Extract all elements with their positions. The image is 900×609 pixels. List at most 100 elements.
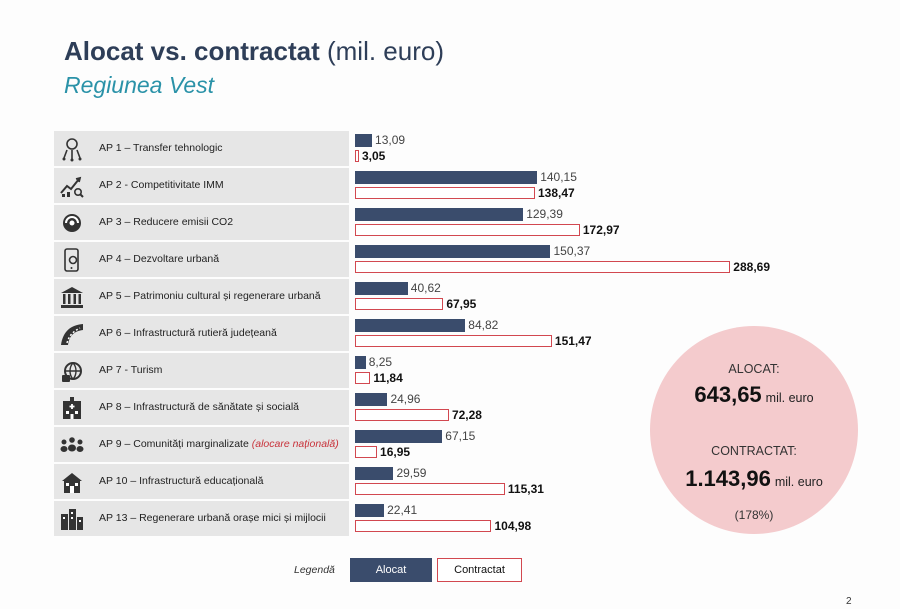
value-label-contracted: 172,97 <box>582 223 620 237</box>
hospital-icon <box>58 394 86 421</box>
legend-contracted: Contractat <box>437 558 522 582</box>
allocated-value: 643,65 <box>694 382 762 407</box>
category-row: AP 4 – Dezvoltare urbană <box>54 242 349 277</box>
category-text: AP 10 – Infrastructură educațională <box>99 475 264 487</box>
category-label: AP 2 - Competitivitate IMM <box>99 168 224 203</box>
title-text: Alocat vs. contractat <box>64 36 320 66</box>
bar-allocated <box>355 504 385 517</box>
category-label: AP 6 – Infrastructură rutieră județeană <box>99 316 277 351</box>
category-text: AP 1 – Transfer tehnologic <box>99 142 223 154</box>
value-label-allocated: 22,41 <box>387 503 418 517</box>
category-label: AP 3 – Reducere emisii CO2 <box>99 205 233 240</box>
chart-title: Alocat vs. contractat (mil. euro) <box>64 36 444 67</box>
bar-allocated <box>355 245 551 258</box>
urban-town-icon <box>58 505 86 532</box>
value-label-allocated: 24,96 <box>390 392 421 406</box>
bar-contracted <box>355 409 449 421</box>
category-label: AP 7 - Turism <box>99 353 162 388</box>
contracted-total: 1.143,96 mil. euro <box>650 466 858 492</box>
value-label-contracted: 138,47 <box>538 186 575 200</box>
bar-allocated <box>355 356 366 369</box>
contracted-label: CONTRACTAT: <box>711 444 797 458</box>
category-text: AP 5 – Patrimoniu cultural și regenerare… <box>99 290 321 302</box>
tourism-icon <box>58 357 86 384</box>
category-text: AP 2 - Competitivitate IMM <box>99 179 224 191</box>
bar-allocated <box>355 467 394 480</box>
contracted-percentage: (178%) <box>734 508 774 522</box>
bar-contracted <box>355 298 444 310</box>
category-label: AP 13 – Regenerare urbană orașe mici și … <box>99 501 326 536</box>
co2-reduction-icon <box>58 209 86 236</box>
category-row: AP 7 - Turism <box>54 353 349 388</box>
category-text: AP 8 – Infrastructură de sănătate și soc… <box>99 401 300 413</box>
allocated-unit: mil. euro <box>765 391 814 405</box>
value-label-allocated: 140,15 <box>540 170 577 184</box>
value-label-contracted: 72,28 <box>451 408 482 422</box>
category-row: AP 8 – Infrastructură de sănătate și soc… <box>54 390 349 425</box>
category-text: AP 4 – Dezvoltare urbană <box>99 253 220 265</box>
value-label-allocated: 129,39 <box>526 207 563 221</box>
page-number: 2 <box>846 596 852 607</box>
contracted-value: 1.143,96 <box>685 466 771 491</box>
category-row: AP 13 – Regenerare urbană orașe mici și … <box>54 501 349 536</box>
category-row: AP 2 - Competitivitate IMM <box>54 168 349 203</box>
growth-chart-icon <box>58 172 86 199</box>
allocated-total: 643,65 mil. euro <box>650 382 858 408</box>
value-label-allocated: 150,37 <box>553 244 591 258</box>
bar-allocated <box>355 134 373 147</box>
value-label-contracted: 11,84 <box>373 371 403 385</box>
allocated-label: ALOCAT: <box>728 362 780 376</box>
category-row: AP 9 – Comunități marginalizate (alocare… <box>54 427 349 462</box>
category-label: AP 9 – Comunități marginalizate (alocare… <box>99 427 339 462</box>
bar-contracted <box>355 261 731 273</box>
category-text: AP 6 – Infrastructură rutieră județeană <box>99 327 277 339</box>
value-label-contracted: 288,69 <box>733 260 770 274</box>
value-label-contracted: 3,05 <box>361 149 386 163</box>
value-label-allocated: 29,59 <box>396 466 427 480</box>
value-label-allocated: 84,82 <box>468 318 499 332</box>
bar-contracted <box>355 372 371 384</box>
value-label-allocated: 40,62 <box>410 281 441 295</box>
category-label: AP 5 – Patrimoniu cultural și regenerare… <box>99 279 321 314</box>
category-row: AP 10 – Infrastructură educațională <box>54 464 349 499</box>
value-label-allocated: 8,25 <box>368 355 393 369</box>
contracted-unit: mil. euro <box>774 475 823 489</box>
legend-allocated: Alocat <box>350 558 432 582</box>
bar-allocated <box>355 319 466 332</box>
category-text: AP 3 – Reducere emisii CO2 <box>99 216 234 228</box>
value-label-allocated: 67,15 <box>445 429 476 443</box>
bar-contracted <box>355 187 535 199</box>
category-label: AP 8 – Infrastructură de sănătate și soc… <box>99 390 299 425</box>
smart-device-icon <box>58 246 86 273</box>
category-note: (alocare națională) <box>248 438 339 450</box>
bar-contracted <box>355 150 359 162</box>
bar-allocated <box>355 393 388 406</box>
bar-contracted <box>355 483 505 495</box>
chart-subtitle: Regiunea Vest <box>64 72 215 98</box>
bar-contracted <box>355 520 492 532</box>
bar-allocated <box>355 208 524 221</box>
value-label-contracted: 16,95 <box>380 445 411 459</box>
category-text: AP 9 – Comunități marginalizate <box>99 438 249 450</box>
category-label: AP 4 – Dezvoltare urbană <box>99 242 219 277</box>
category-text: AP 7 - Turism <box>99 364 163 376</box>
category-row: AP 3 – Reducere emisii CO2 <box>54 205 349 240</box>
value-label-contracted: 67,95 <box>446 297 477 311</box>
value-label-contracted: 104,98 <box>494 519 532 533</box>
summary-circle: ALOCAT: 643,65 mil. euro CONTRACTAT: 1.14… <box>650 326 858 534</box>
category-text: AP 13 – Regenerare urbană orașe mici și … <box>99 512 326 524</box>
school-icon <box>58 468 86 495</box>
community-icon <box>58 431 86 458</box>
category-row: AP 5 – Patrimoniu cultural și regenerare… <box>54 279 349 314</box>
bar-allocated <box>355 171 538 184</box>
road-infrastructure-icon <box>58 320 86 347</box>
bar-allocated <box>355 282 408 295</box>
value-label-allocated: 13,09 <box>375 133 406 147</box>
tech-transfer-icon <box>58 135 86 162</box>
category-label: AP 1 – Transfer tehnologic <box>99 131 223 166</box>
title-unit: (mil. euro) <box>326 36 444 66</box>
bar-contracted <box>355 446 378 458</box>
value-label-contracted: 115,31 <box>507 482 544 496</box>
bar-contracted <box>355 335 552 347</box>
